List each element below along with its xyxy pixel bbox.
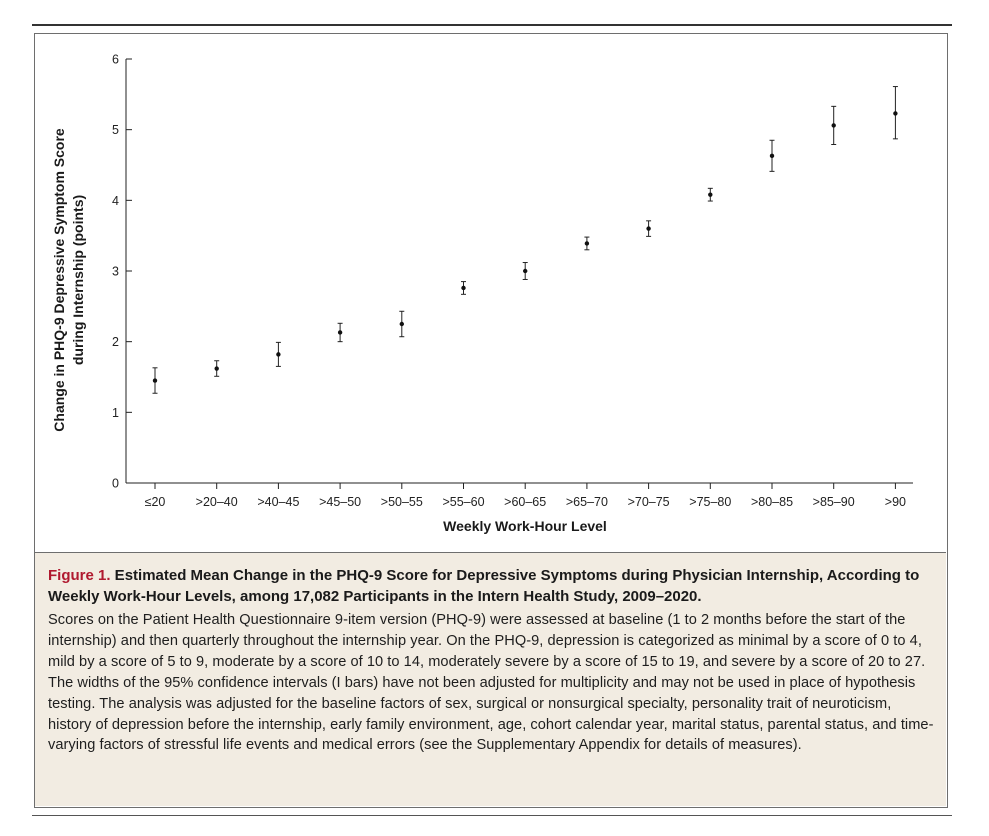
y-tick-label: 6 (112, 53, 119, 67)
figure-label: Figure 1. (48, 567, 111, 584)
axes (125, 59, 913, 484)
y-ticks: 0 1 2 3 4 5 6 (112, 53, 132, 491)
y-tick-label: 5 (112, 123, 119, 137)
y-tick-label: 3 (112, 265, 119, 279)
data-point (708, 192, 713, 197)
data-marks (152, 86, 898, 394)
y-axis-title-line1: Change in PHQ-9 Depressive Symptom Score (51, 128, 67, 432)
data-point (769, 153, 775, 159)
x-tick-label: >40–45 (257, 495, 299, 509)
data-point (214, 366, 219, 371)
x-tick-label: >20–40 (196, 495, 238, 509)
y-tick-label: 1 (112, 406, 119, 420)
y-axis-title-line2: during Internship (points) (70, 195, 86, 365)
data-point (399, 321, 404, 327)
x-tick-label: >55–60 (442, 495, 484, 509)
caption-body: Scores on the Patient Health Questionnai… (48, 612, 934, 754)
data-point (152, 378, 158, 383)
x-tick-label: >90 (885, 495, 906, 509)
x-tick-label: >45–50 (319, 495, 361, 509)
y-tick-label: 4 (112, 194, 119, 208)
x-axis-title: Weekly Work-Hour Level (443, 518, 607, 534)
x-tick-label: >85–90 (813, 495, 855, 509)
x-tick-label: >50–55 (381, 495, 423, 509)
x-tick-label: ≤20 (145, 495, 166, 509)
figure-panel: 0 1 2 3 4 5 6 ≤20 >20–40 >40–45 >45–50 >50–55 >55–6… (34, 33, 948, 808)
data-point (831, 123, 836, 128)
chart-svg: 0 1 2 3 4 5 6 ≤20 >20–40 >40–45 >45–50 >50–55 >55–6… (51, 53, 913, 534)
x-ticks: ≤20 >20–40 >40–45 >45–50 >50–55 >55–60 >60–65 >… (145, 483, 906, 509)
data-point (646, 226, 651, 231)
data-point (584, 241, 590, 246)
x-tick-label: >70–75 (628, 495, 670, 509)
data-point (461, 285, 466, 291)
chart-area: 0 1 2 3 4 5 6 ≤20 >20–40 >40–45 >45–50 >50–55 >55–6… (35, 34, 946, 552)
y-tick-label: 0 (112, 477, 119, 491)
x-tick-label: >65–70 (566, 495, 608, 509)
data-point (893, 111, 898, 116)
x-tick-label: >60–65 (504, 495, 546, 509)
y-axis-title-group: Change in PHQ-9 Depressive Symptom Score… (51, 128, 86, 432)
data-point (337, 330, 343, 335)
top-rule (32, 24, 952, 26)
bottom-rule (32, 815, 952, 816)
figure-caption: Figure 1. Estimated Mean Change in the P… (35, 552, 946, 806)
caption-title-text: Estimated Mean Change in the PHQ-9 Score… (48, 567, 920, 605)
y-tick-label: 2 (112, 335, 119, 349)
x-tick-label: >75–80 (689, 495, 731, 509)
data-point (523, 268, 528, 274)
data-point (276, 352, 281, 357)
caption-title: Figure 1. Estimated Mean Change in the P… (48, 565, 934, 607)
x-tick-label: >80–85 (751, 495, 793, 509)
